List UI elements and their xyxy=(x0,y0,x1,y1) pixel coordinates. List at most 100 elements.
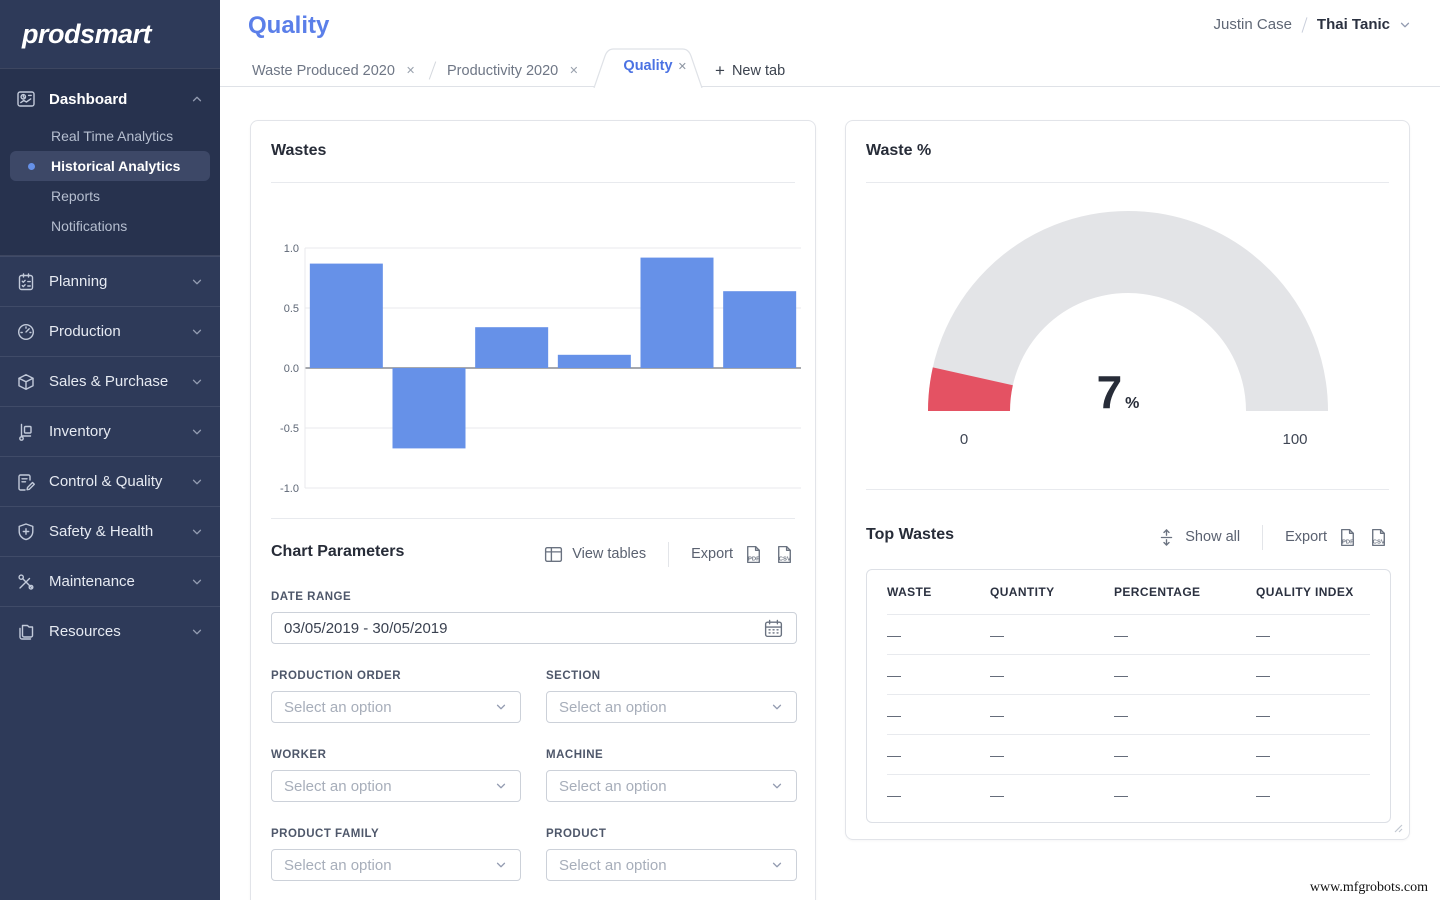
chevron-down-icon xyxy=(192,429,202,434)
folders-icon xyxy=(19,624,34,640)
chart-parameters-title: Chart Parameters xyxy=(271,543,405,560)
export-label: Export xyxy=(691,546,733,562)
sidebar-group-dashboard: Dashboard Real Time Analytics Historical… xyxy=(0,68,220,256)
divider xyxy=(866,182,1389,183)
sidebar-item-notifications[interactable]: Notifications xyxy=(10,211,210,241)
show-all-button[interactable]: Show all xyxy=(1156,527,1240,548)
cell: — xyxy=(990,666,1004,683)
select-placeholder: Select an option xyxy=(559,777,667,795)
svg-text:0.0: 0.0 xyxy=(284,363,299,375)
sidebar-item-safety-health[interactable]: Safety & Health xyxy=(0,506,220,556)
date-range-value: 03/05/2019 - 30/05/2019 xyxy=(284,619,448,637)
cell: — xyxy=(990,706,1004,723)
export-pdf-icon[interactable]: PDF xyxy=(743,544,764,565)
section-select[interactable]: Select an option xyxy=(546,691,797,723)
package-icon xyxy=(18,373,34,390)
chevron-down-icon xyxy=(192,379,202,384)
tab-label: Waste Produced 2020 xyxy=(252,62,395,79)
col-waste: WASTE xyxy=(887,585,932,599)
sidebar-item-reports[interactable]: Reports xyxy=(10,181,210,211)
sidebar-item-inventory[interactable]: Inventory xyxy=(0,406,220,456)
cell: — xyxy=(1256,626,1270,643)
svg-text:PDF: PDF xyxy=(748,556,760,562)
sub-item-label: Real Time Analytics xyxy=(51,128,174,144)
chevron-down-icon xyxy=(192,579,202,584)
chevron-down-icon xyxy=(496,783,506,789)
user-company: Justin Case xyxy=(1213,16,1292,33)
table-row: — — — — xyxy=(887,694,1370,734)
tab-label: Productivity 2020 xyxy=(447,62,559,79)
cell: — xyxy=(1114,706,1128,723)
cell: — xyxy=(887,626,901,643)
chevron-up-icon xyxy=(192,96,202,102)
cell: — xyxy=(887,746,901,763)
waste-pct-title: Waste % xyxy=(866,142,932,159)
new-tab-button[interactable]: + New tab xyxy=(715,55,785,86)
sidebar-item-label: Inventory xyxy=(49,423,111,440)
cell: — xyxy=(1256,706,1270,723)
tab-productivity-2020[interactable]: Productivity 2020 ✕ xyxy=(447,55,578,86)
cell: — xyxy=(1114,666,1128,683)
chevron-down-icon xyxy=(192,479,202,484)
user-name: Thai Tanic xyxy=(1316,16,1390,33)
table-row: — — — — xyxy=(887,774,1370,814)
sidebar-item-maintenance[interactable]: Maintenance xyxy=(0,556,220,606)
divider xyxy=(866,489,1389,490)
plus-icon: + xyxy=(715,60,725,80)
cell: — xyxy=(1114,746,1128,763)
top-wastes-header: Top Wastes Show all Export xyxy=(866,524,1389,550)
export-csv-icon[interactable]: CSV xyxy=(1368,527,1389,548)
select-placeholder: Select an option xyxy=(559,856,667,874)
cell: — xyxy=(990,626,1004,643)
production-order-select[interactable]: Select an option xyxy=(271,691,521,723)
top-wastes-title: Top Wastes xyxy=(866,526,955,543)
product-select[interactable]: Select an option xyxy=(546,849,797,881)
svg-text:-0.5: -0.5 xyxy=(280,423,299,435)
chart-parameters-header: Chart Parameters View tables Export PDF xyxy=(271,541,795,567)
close-icon[interactable]: ✕ xyxy=(677,61,687,73)
export-csv-icon[interactable]: CSV xyxy=(774,544,795,565)
sidebar-item-control-quality[interactable]: Control & Quality xyxy=(0,456,220,506)
sidebar-item-resources[interactable]: Resources xyxy=(0,606,220,656)
cell: — xyxy=(1256,666,1270,683)
machine-select[interactable]: Select an option xyxy=(546,770,797,802)
worker-select[interactable]: Select an option xyxy=(271,770,521,802)
tab-label: Quality xyxy=(623,58,673,74)
tab-bar: Waste Produced 2020 ✕ Productivity 2020 … xyxy=(220,48,1440,88)
cell: — xyxy=(1256,746,1270,763)
svg-text:100: 100 xyxy=(1282,431,1307,448)
export-pdf-icon[interactable]: PDF xyxy=(1337,527,1358,548)
user-menu[interactable]: Justin Case Thai Tanic xyxy=(1214,16,1412,33)
field-label: PRODUCT FAMILY xyxy=(271,828,380,840)
cell: — xyxy=(887,666,901,683)
close-icon[interactable]: ✕ xyxy=(405,65,416,77)
product-family-select[interactable]: Select an option xyxy=(271,849,521,881)
export-label-wastes: Export xyxy=(691,546,733,562)
select-placeholder: Select an option xyxy=(284,856,392,874)
sidebar-item-label: Maintenance xyxy=(49,573,135,590)
field-label: SECTION xyxy=(546,670,601,682)
sidebar-item-label: Dashboard xyxy=(49,90,128,108)
view-tables-button[interactable]: View tables xyxy=(543,544,646,565)
close-icon[interactable]: ✕ xyxy=(569,65,579,77)
sidebar-item-historical-analytics[interactable]: Historical Analytics xyxy=(10,151,210,181)
sidebar-item-real-time-analytics[interactable]: Real Time Analytics xyxy=(10,121,210,151)
svg-text:1.0: 1.0 xyxy=(284,243,299,255)
waste-pct-card: Waste % 7% 0 100 Top Wastes Show all Expor… xyxy=(845,120,1410,840)
svg-text:CSV: CSV xyxy=(779,556,791,562)
tab-quality-active[interactable]: Quality ✕ xyxy=(593,48,703,88)
sidebar-item-production[interactable]: Production xyxy=(0,306,220,356)
table-header-row: WASTE QUANTITY PERCENTAGE QUALITY INDEX xyxy=(887,570,1370,614)
sidebar-item-planning[interactable]: Planning xyxy=(0,256,220,306)
prodsmart-logo[interactable]: prodsmart xyxy=(22,18,152,49)
tab-waste-produced-2020[interactable]: Waste Produced 2020 ✕ xyxy=(252,55,415,86)
date-range-input[interactable]: 03/05/2019 - 30/05/2019 xyxy=(271,612,797,644)
sidebar-item-sales-purchase[interactable]: Sales & Purchase xyxy=(0,356,220,406)
table-icon xyxy=(545,546,563,562)
sidebar-item-dashboard[interactable]: Dashboard xyxy=(0,77,220,121)
chevron-down-icon xyxy=(192,329,202,334)
cell: — xyxy=(1114,786,1128,803)
export-label: Export xyxy=(1285,529,1327,545)
resize-handle[interactable] xyxy=(1391,821,1403,833)
